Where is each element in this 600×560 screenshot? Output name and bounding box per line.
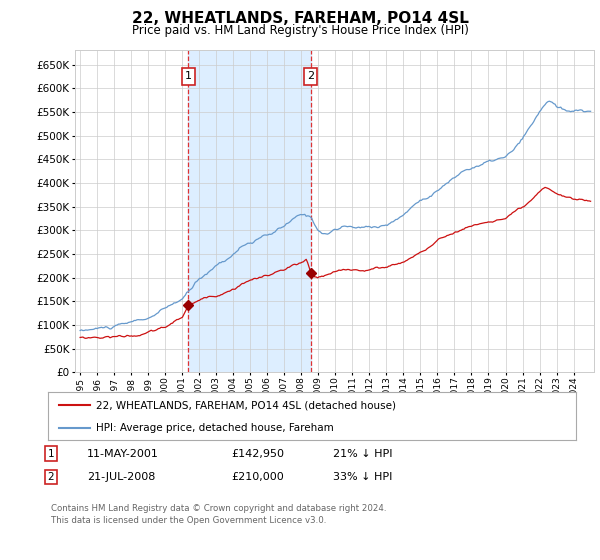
- Text: HPI: Average price, detached house, Fareham: HPI: Average price, detached house, Fare…: [95, 423, 333, 433]
- Text: 33% ↓ HPI: 33% ↓ HPI: [333, 472, 392, 482]
- Text: 21% ↓ HPI: 21% ↓ HPI: [333, 449, 392, 459]
- Text: £142,950: £142,950: [231, 449, 284, 459]
- Text: 22, WHEATLANDS, FAREHAM, PO14 4SL (detached house): 22, WHEATLANDS, FAREHAM, PO14 4SL (detac…: [95, 400, 395, 410]
- Text: 21-JUL-2008: 21-JUL-2008: [87, 472, 155, 482]
- Text: £210,000: £210,000: [231, 472, 284, 482]
- Bar: [188, 50, 311, 372]
- Text: 1: 1: [47, 449, 55, 459]
- Text: 2: 2: [47, 472, 55, 482]
- Text: Price paid vs. HM Land Registry's House Price Index (HPI): Price paid vs. HM Land Registry's House …: [131, 24, 469, 36]
- Text: Contains HM Land Registry data © Crown copyright and database right 2024.
This d: Contains HM Land Registry data © Crown c…: [51, 504, 386, 525]
- Text: 1: 1: [185, 72, 192, 81]
- Text: 11-MAY-2001: 11-MAY-2001: [87, 449, 159, 459]
- Text: 22, WHEATLANDS, FAREHAM, PO14 4SL: 22, WHEATLANDS, FAREHAM, PO14 4SL: [131, 11, 469, 26]
- Text: 2: 2: [307, 72, 314, 81]
